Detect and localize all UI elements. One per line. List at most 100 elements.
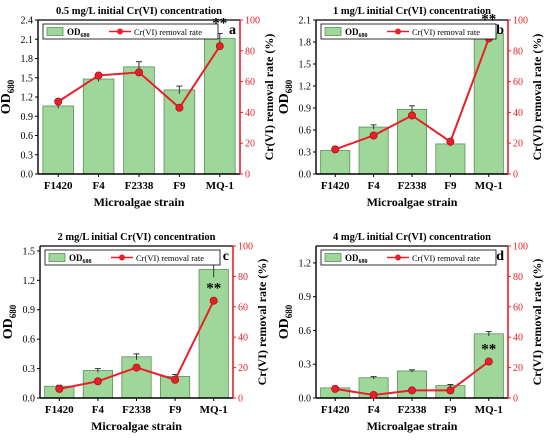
y-tick-label: 0.3 — [299, 360, 312, 371]
x-tick-label: F1420 — [321, 180, 350, 192]
y-tick-label: 1.5 — [23, 246, 36, 257]
x-tick-label: MQ-1 — [206, 180, 234, 192]
removal-rate-point — [209, 296, 218, 305]
x-tick-label: F1420 — [45, 404, 74, 416]
chart-panel-c: 2 mg/L initial Cr(VI) concentration 0.0 0.… — [1, 232, 269, 433]
bar-F9 — [435, 143, 466, 175]
x-tick-label: MQ-1 — [200, 404, 228, 416]
y-tick-label: 1.2 — [299, 82, 312, 93]
y-tick-label: 0.6 — [23, 335, 36, 346]
y-tick-label: 0.9 — [21, 112, 34, 123]
panel-letter: d — [496, 249, 504, 264]
removal-rate-point — [175, 103, 184, 112]
y-axis-label: OD680 — [277, 79, 294, 114]
y-tick-label: 2.1 — [299, 16, 312, 27]
legend-label-rate: Cr(VI) removal rate — [134, 27, 202, 37]
removal-rate-point — [94, 71, 103, 80]
chart-panel-a: 0.5 mg/L initial Cr(VI) concentration 0.0… — [0, 6, 276, 209]
bar-MQ-1 — [198, 269, 229, 399]
legend-swatch-marker — [395, 254, 401, 261]
bar-MQ-1 — [473, 333, 504, 399]
x-tick-label: F2338 — [125, 180, 154, 192]
x-axis-label: Microalgae strain — [367, 195, 458, 209]
y2-tick-label: 60 — [238, 302, 248, 313]
y-tick-label: 1.2 — [21, 93, 34, 104]
y-axis-label: OD680 — [1, 304, 18, 339]
y-tick-label: 0.0 — [23, 394, 36, 405]
removal-rate-point — [55, 384, 64, 393]
y-tick-label: 2.4 — [21, 16, 34, 27]
x-tick-label: F2338 — [398, 180, 427, 192]
chart-panel-b: 1 mg/L initial Cr(VI) concentration 0.0 0.… — [277, 6, 544, 209]
y2-axis-label: Cr(VI) removal rate (%) — [530, 259, 544, 386]
y-tick-label: 0.3 — [21, 150, 34, 161]
y2-axis-label: Cr(VI) removal rate (%) — [255, 259, 269, 386]
panel-letter: c — [223, 249, 229, 264]
y-tick-label: 2.1 — [21, 35, 34, 46]
legend-label-od: OD680 — [345, 27, 368, 39]
y-tick-label: 0.0 — [299, 170, 312, 181]
panel-letter: a — [229, 23, 236, 38]
removal-rate-point — [54, 97, 63, 106]
x-tick-label: F4 — [367, 180, 380, 192]
legend: OD680 Cr(VI) removal rate — [320, 249, 497, 266]
x-tick-label: F2338 — [122, 404, 151, 416]
bar-F2338 — [121, 356, 152, 399]
chart-title: 1 mg/L initial Cr(VI) concentration — [333, 6, 491, 17]
y2-tick-label: 0 — [238, 394, 243, 405]
removal-rate-point — [446, 386, 455, 395]
y2-tick-label: 40 — [513, 333, 523, 344]
bar-F4 — [82, 78, 115, 175]
y2-tick-label: 0 — [245, 170, 250, 181]
y-tick-label: 1.8 — [21, 54, 34, 65]
y2-tick-label: 40 — [238, 333, 248, 344]
x-tick-label: F1420 — [44, 180, 73, 192]
chart-panel-d: 4 mg/L initial Cr(VI) concentration 0.0 0.… — [277, 232, 544, 433]
y2-tick-label: 40 — [245, 108, 255, 119]
removal-rate-point — [446, 137, 455, 146]
chart-title: 0.5 mg/L initial Cr(VI) concentration — [56, 6, 222, 17]
y2-tick-label: 80 — [245, 46, 255, 57]
removal-rate-point — [331, 384, 340, 393]
x-tick-label: MQ-1 — [475, 404, 503, 416]
bar-MQ-1 — [204, 38, 236, 175]
y-tick-label: 1.2 — [23, 276, 36, 287]
y2-tick-label: 20 — [513, 139, 523, 150]
bar-F1420 — [320, 150, 351, 175]
chart-title: 4 mg/L initial Cr(VI) concentration — [333, 232, 491, 243]
bar-F2338 — [123, 66, 155, 175]
y-tick-label: 0.6 — [299, 326, 312, 337]
y-tick-label: 1.8 — [299, 38, 312, 49]
significance-mark: ** — [481, 12, 496, 28]
legend: OD680 Cr(VI) removal rate — [42, 23, 219, 40]
y-tick-label: 0.6 — [21, 131, 34, 142]
y2-tick-label: 20 — [245, 139, 255, 150]
significance-mark: ** — [481, 342, 496, 358]
legend-swatch-bar — [324, 27, 342, 36]
y2-tick-label: 80 — [513, 46, 523, 57]
y2-tick-label: 0 — [513, 170, 518, 181]
y2-tick-label: 0 — [513, 394, 518, 405]
y-tick-label: 0.3 — [23, 364, 36, 375]
removal-rate-point — [369, 131, 378, 140]
y-tick-label: 0.3 — [299, 148, 312, 159]
legend-swatch-marker — [117, 28, 123, 35]
x-tick-label: F4 — [92, 180, 105, 192]
y2-tick-label: 20 — [513, 363, 523, 374]
y2-axis-label: Cr(VI) removal rate (%) — [262, 34, 276, 161]
y-tick-label: 0.9 — [299, 104, 312, 115]
y2-tick-label: 80 — [513, 272, 523, 283]
y2-tick-label: 100 — [238, 242, 253, 253]
panel-letter: b — [496, 23, 504, 38]
y-axis-label: OD680 — [277, 304, 294, 339]
y2-tick-label: 20 — [238, 363, 248, 374]
legend-swatch-marker — [119, 254, 125, 261]
y-axis-label: OD680 — [0, 79, 16, 114]
x-axis-label: Microalgae strain — [367, 419, 458, 433]
removal-rate-point — [215, 42, 224, 51]
legend: OD680 Cr(VI) removal rate — [320, 23, 497, 40]
y-tick-label: 0.0 — [299, 394, 312, 405]
y2-tick-label: 60 — [513, 77, 523, 88]
